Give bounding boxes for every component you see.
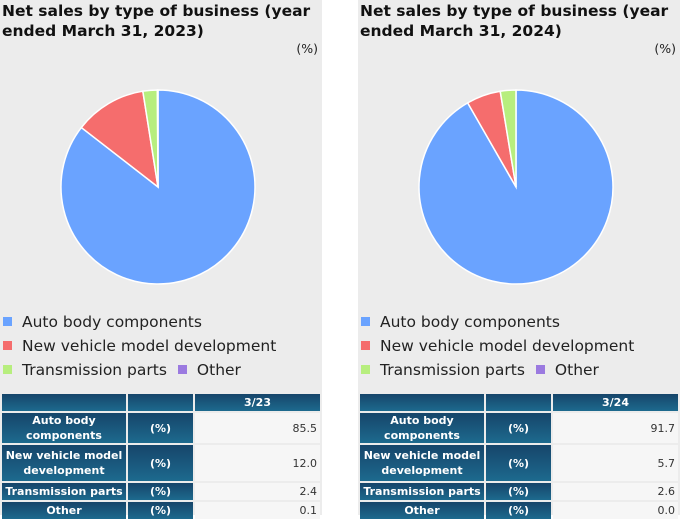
table-row: Other (%) 0.1 xyxy=(2,502,320,519)
legend: Auto body components New vehicle model de… xyxy=(2,310,322,382)
pie-chart xyxy=(60,89,256,285)
row-label: Other xyxy=(360,502,484,519)
chart-title: Net sales by type of business (year ende… xyxy=(360,2,669,40)
row-label: New vehicle model development xyxy=(2,445,126,481)
row-value: 12.0 xyxy=(195,445,320,481)
legend-label: New vehicle model development xyxy=(22,337,277,355)
table-row: Auto body components (%) 85.5 xyxy=(2,413,320,443)
pie-slice-new-vehicle-model-development xyxy=(80,90,160,189)
chart-panel-2023: Net sales by type of business (year ende… xyxy=(0,0,322,519)
legend-swatch xyxy=(535,365,545,374)
legend-item-transmission-parts: Transmission parts xyxy=(360,358,525,382)
legend-swatch xyxy=(3,365,12,374)
row-label: Transmission parts xyxy=(2,483,126,500)
unit-label: (%) xyxy=(296,41,318,56)
legend-row: Auto body components xyxy=(360,310,680,334)
table-row: New vehicle model development (%) 12.0 xyxy=(2,445,320,481)
legend-label: Auto body components xyxy=(380,313,560,331)
legend-item-transmission-parts: Transmission parts xyxy=(2,358,167,382)
legend: Auto body components New vehicle model de… xyxy=(360,310,680,382)
table-row: Other (%) 0.0 xyxy=(360,502,678,519)
pie-slice-transmission-parts xyxy=(499,89,517,188)
legend-row: New vehicle model development xyxy=(2,334,322,358)
row-unit: (%) xyxy=(486,502,551,519)
legend-swatch xyxy=(361,317,370,326)
table-row: Auto body components (%) 91.7 xyxy=(360,413,678,443)
legend-row: Auto body components xyxy=(2,310,322,334)
table-row: New vehicle model development (%) 5.7 xyxy=(360,445,678,481)
legend-swatch xyxy=(361,365,370,374)
legend-label: Transmission parts xyxy=(22,361,167,379)
legend-label: Other xyxy=(196,361,241,379)
row-label: Auto body components xyxy=(360,413,484,443)
table-header-blank xyxy=(2,394,126,411)
legend-row: Transmission parts Other xyxy=(2,358,322,382)
legend-label: New vehicle model development xyxy=(380,337,635,355)
legend-item-other: Other xyxy=(177,358,241,382)
row-unit: (%) xyxy=(128,413,193,443)
row-value: 85.5 xyxy=(195,413,320,443)
pie-chart xyxy=(418,89,614,285)
legend-item-auto-body-components: Auto body components xyxy=(360,310,560,334)
row-unit: (%) xyxy=(486,445,551,481)
table-header-period: 3/24 xyxy=(553,394,678,411)
row-value: 5.7 xyxy=(553,445,678,481)
row-unit: (%) xyxy=(486,483,551,500)
row-label: Other xyxy=(2,502,126,519)
legend-swatch xyxy=(177,365,187,374)
legend-item-auto-body-components: Auto body components xyxy=(2,310,202,334)
legend-row: New vehicle model development xyxy=(360,334,680,358)
row-value: 0.1 xyxy=(195,502,320,519)
data-table: 3/24 Auto body components (%) 91.7 New vehi… xyxy=(358,392,680,521)
table-header-blank xyxy=(486,394,551,411)
legend-label: Other xyxy=(554,361,599,379)
table-row: Transmission parts (%) 2.6 xyxy=(360,483,678,500)
pie-slice-auto-body-components xyxy=(60,89,256,285)
row-value: 91.7 xyxy=(553,413,678,443)
legend-row: Transmission parts Other xyxy=(360,358,680,382)
row-unit: (%) xyxy=(128,445,193,481)
table-row: Transmission parts (%) 2.4 xyxy=(2,483,320,500)
row-value: 2.6 xyxy=(553,483,678,500)
legend-item-new-vehicle-model-development: New vehicle model development xyxy=(2,334,276,358)
row-label: Auto body components xyxy=(2,413,126,443)
legend-item-new-vehicle-model-development: New vehicle model development xyxy=(360,334,634,358)
row-value: 2.4 xyxy=(195,483,320,500)
legend-swatch xyxy=(361,341,370,350)
pie-slice-other xyxy=(156,89,159,188)
legend-swatch xyxy=(3,317,12,326)
legend-label: Auto body components xyxy=(22,313,202,331)
table-header-period: 3/23 xyxy=(195,394,320,411)
chart-panel-2024: Net sales by type of business (year ende… xyxy=(358,0,680,519)
data-table: 3/23 Auto body components (%) 85.5 New vehi… xyxy=(0,392,322,521)
row-label: New vehicle model development xyxy=(360,445,484,481)
table-header-blank xyxy=(360,394,484,411)
legend-label: Transmission parts xyxy=(380,361,525,379)
row-unit: (%) xyxy=(128,483,193,500)
chart-title: Net sales by type of business (year ende… xyxy=(2,2,311,40)
row-value: 0.0 xyxy=(553,502,678,519)
row-unit: (%) xyxy=(486,413,551,443)
unit-label: (%) xyxy=(654,41,676,56)
legend-swatch xyxy=(3,341,12,350)
row-label: Transmission parts xyxy=(360,483,484,500)
table-header-blank xyxy=(128,394,193,411)
legend-item-other: Other xyxy=(535,358,599,382)
row-unit: (%) xyxy=(128,502,193,519)
